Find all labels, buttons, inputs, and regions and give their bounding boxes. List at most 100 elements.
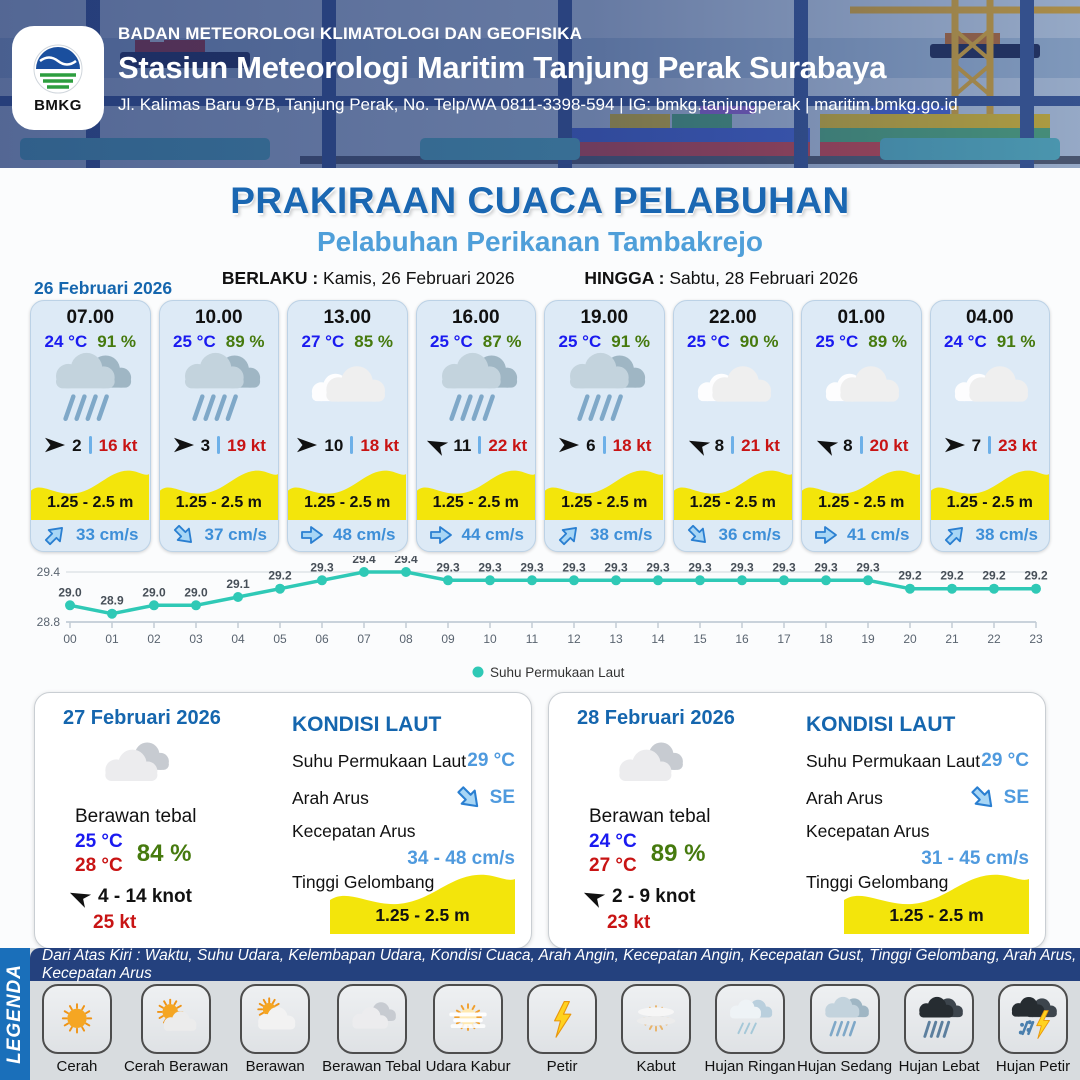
current-direction-icon bbox=[173, 524, 192, 543]
weather-icon-berawan bbox=[683, 350, 783, 432]
legend-icon-box bbox=[715, 984, 785, 1054]
wave-height-badge: 1.25 - 2.5 m bbox=[844, 866, 1029, 934]
current-direction-icon bbox=[456, 786, 478, 808]
wind-direction-icon bbox=[559, 438, 580, 453]
temp-max: 28 °C bbox=[75, 854, 123, 876]
current-speed-value: 38 cm/s bbox=[975, 524, 1038, 544]
wave-height-value: 1.25 - 2.5 m bbox=[818, 494, 905, 512]
wind-direction-icon bbox=[297, 438, 318, 453]
wave-shape-icon bbox=[288, 470, 407, 521]
forecast-card-01.00: 01.00 25 °C 89 % 8 20 kt 1.25 - 2.5 m 41 cm/s bbox=[801, 300, 922, 552]
humidity-value: 89 % bbox=[868, 332, 907, 351]
current-row: 36 cm/s bbox=[674, 518, 793, 551]
current-direction-icon bbox=[970, 786, 992, 808]
summary-card-day3: 28 Februari 2026 Berawan tebal 24 °C 27 … bbox=[548, 692, 1046, 949]
svg-text:02: 02 bbox=[147, 632, 161, 646]
legend-item-label: Hujan Lebat bbox=[898, 1058, 980, 1075]
separator bbox=[88, 436, 92, 455]
forecast-card-04.00: 04.00 24 °C 91 % 7 23 kt 1.25 - 2.5 m 38 cm/s bbox=[929, 300, 1050, 552]
svg-text:06: 06 bbox=[315, 632, 329, 646]
daily-summaries: 27 Februari 2026 Berawan tebal 25 °C 28 … bbox=[34, 692, 1046, 949]
forecast-time: 16.00 bbox=[451, 307, 500, 328]
hujan-sedang-icon bbox=[441, 352, 517, 421]
legend-item-cerah-berawan: Cerah Berawan bbox=[124, 984, 228, 1080]
petir-icon bbox=[554, 1001, 572, 1038]
svg-text:19: 19 bbox=[861, 632, 875, 646]
temp-max: 27 °C bbox=[589, 854, 637, 876]
condition-label: Berawan tebal bbox=[589, 806, 711, 827]
wave-height-value: 1.25 - 2.5 m bbox=[561, 494, 648, 512]
weather-icon-berawan bbox=[297, 350, 397, 432]
current-row: 44 cm/s bbox=[417, 518, 536, 551]
station-address: Jl. Kalimas Baru 97B, Tanjung Perak, No.… bbox=[118, 95, 958, 114]
wind-speed: 8 bbox=[843, 435, 853, 455]
sst-value: 29 °C bbox=[467, 750, 515, 771]
current-speed-value: 33 cm/s bbox=[76, 524, 139, 544]
humidity-value: 91 % bbox=[996, 332, 1036, 351]
wind-row: 8 21 kt bbox=[686, 432, 780, 459]
gust-value: 22 kt bbox=[488, 435, 528, 455]
current-row: 48 cm/s bbox=[288, 518, 407, 551]
svg-text:29.3: 29.3 bbox=[730, 560, 754, 574]
svg-text:Suhu Permukaan Laut: Suhu Permukaan Laut bbox=[490, 665, 625, 680]
humidity-value: 91 % bbox=[97, 332, 136, 351]
current-direction-icon bbox=[301, 525, 323, 544]
forecast-day-label: 26 Februari 2026 bbox=[34, 278, 173, 298]
hujan-sedang-icon bbox=[824, 996, 869, 1037]
svg-text:16: 16 bbox=[735, 632, 749, 646]
weather-icon-berawan-tebal bbox=[79, 734, 189, 800]
wave-height-badge: 1.25 - 2.5 m bbox=[673, 463, 793, 521]
current-speed-value: 36 cm/s bbox=[718, 524, 781, 544]
forecast-card-07.00: 07.00 24 °C 91 % 2 16 kt 1.25 - 2.5 m 33 cm/s bbox=[30, 300, 151, 552]
svg-text:17: 17 bbox=[777, 632, 791, 646]
sst-label: Suhu Permukaan Laut bbox=[806, 750, 981, 771]
svg-text:29.3: 29.3 bbox=[688, 560, 712, 574]
gust-value: 18 kt bbox=[612, 435, 652, 455]
wind-row: 7 23 kt bbox=[943, 432, 1037, 459]
berawan-icon bbox=[954, 366, 1028, 402]
wave-label: Tinggi Gelombang bbox=[292, 872, 435, 892]
condition-label: Berawan tebal bbox=[75, 806, 197, 827]
svg-text:29.0: 29.0 bbox=[142, 585, 166, 599]
berawan-tebal-icon bbox=[105, 742, 169, 782]
current-dir-label: Arah Arus bbox=[292, 787, 369, 808]
wave-height-badge: 1.25 - 2.5 m bbox=[930, 463, 1050, 521]
wave-shape-icon bbox=[930, 470, 1049, 521]
forecast-time: 19.00 bbox=[580, 307, 629, 328]
current-speed-value: 38 cm/s bbox=[590, 524, 653, 544]
wave-height-value: 1.25 - 2.5 m bbox=[375, 904, 470, 925]
svg-text:00: 00 bbox=[63, 632, 77, 646]
temp-value: 25 °C bbox=[558, 332, 602, 351]
wind-speed: 8 bbox=[714, 435, 725, 455]
wave-height-badge: 1.25 - 2.5 m bbox=[416, 463, 536, 521]
svg-text:18: 18 bbox=[819, 632, 833, 646]
legend-item-hujan-lebat: Hujan Lebat bbox=[892, 984, 986, 1080]
temp-value: 25 °C bbox=[815, 332, 859, 351]
current-speed-value: 31 - 45 cm/s bbox=[921, 848, 1029, 869]
current-speed-value: 34 - 48 cm/s bbox=[407, 848, 515, 869]
current-direction-icon bbox=[429, 525, 452, 544]
svg-text:29.3: 29.3 bbox=[856, 560, 880, 574]
legend-item-berawan-tebal: Berawan Tebal bbox=[322, 984, 421, 1080]
legend-item-hujan-sedang: Hujan Sedang bbox=[797, 984, 892, 1080]
humidity-value: 84 % bbox=[136, 839, 192, 867]
svg-text:29.3: 29.3 bbox=[520, 560, 544, 574]
gust-value: 16 kt bbox=[98, 435, 138, 455]
wind-speed: 6 bbox=[586, 435, 596, 455]
temp-min: 25 °C bbox=[75, 831, 123, 852]
weather-icon-hujan-sedang bbox=[40, 350, 140, 432]
legend-caption-bar: Dari Atas Kiri : Waktu, Suhu Udara, Kele… bbox=[30, 947, 1080, 982]
humidity-value: 87 % bbox=[482, 332, 522, 351]
current-direction-icon bbox=[944, 526, 963, 545]
svg-text:04: 04 bbox=[231, 632, 245, 646]
separator bbox=[478, 436, 482, 455]
legend-title: LEGENDA bbox=[4, 964, 25, 1064]
legend-icon-box bbox=[41, 984, 112, 1054]
humidity-value: 90 % bbox=[739, 332, 779, 351]
legend-item-hujan-ringan: Hujan Ringan bbox=[703, 984, 797, 1080]
separator bbox=[350, 436, 354, 455]
forecast-time: 22.00 bbox=[708, 307, 757, 328]
wind-row: 10 18 kt bbox=[295, 432, 399, 459]
wave-label: Tinggi Gelombang bbox=[806, 872, 949, 892]
svg-text:28.9: 28.9 bbox=[100, 594, 124, 608]
